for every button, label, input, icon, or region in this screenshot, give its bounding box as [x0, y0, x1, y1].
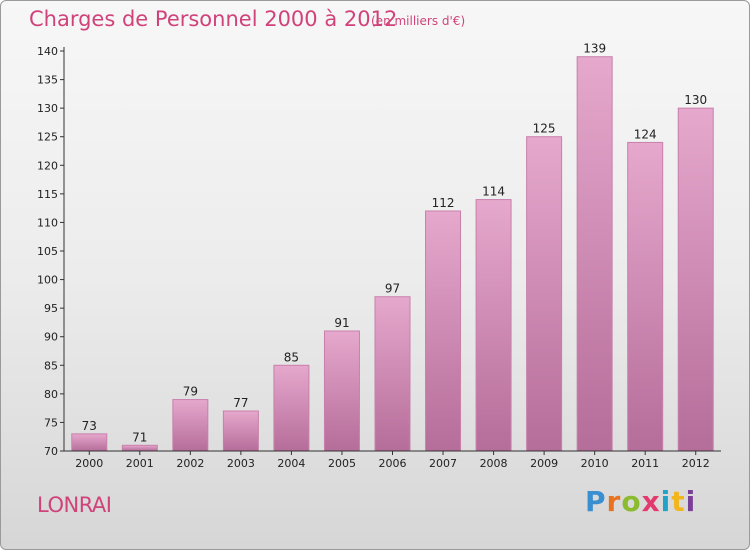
bar-2006	[374, 296, 411, 452]
bar-2009	[526, 136, 563, 452]
logo-letter: r	[606, 485, 622, 518]
y-tick-label-120: 120	[37, 159, 58, 172]
x-tick-label-2004: 2004	[277, 457, 305, 470]
x-tick-label-2001: 2001	[126, 457, 154, 470]
data-label-2008: 114	[482, 185, 505, 199]
x-tick-label-2012: 2012	[682, 457, 710, 470]
x-tick-label-2006: 2006	[379, 457, 407, 470]
data-label-2001: 71	[132, 430, 147, 444]
x-tick-label-2011: 2011	[631, 457, 659, 470]
bar-2004	[273, 364, 310, 452]
data-label-2011: 124	[634, 127, 657, 141]
logo-letter: P	[585, 485, 607, 518]
x-tick-label-2002: 2002	[176, 457, 204, 470]
chart-subtitle: (en milliers d'€)	[371, 14, 466, 28]
y-tick-label-105: 105	[37, 245, 58, 258]
logo-letter: x	[641, 485, 661, 518]
logo-letter: t	[671, 485, 686, 518]
y-tick-label-95: 95	[44, 302, 58, 315]
bar-2007	[425, 210, 462, 452]
bar-2011	[627, 141, 664, 452]
data-label-2004: 85	[284, 350, 299, 364]
x-tick-label-2000: 2000	[75, 457, 103, 470]
bar-2003	[222, 410, 259, 452]
y-tick-label-70: 70	[44, 445, 58, 458]
y-tick-label-100: 100	[37, 274, 58, 287]
bar-2001	[121, 444, 158, 452]
commune-name: LONRAI	[37, 493, 112, 517]
data-label-2000: 73	[82, 419, 97, 433]
x-tick-label-2007: 2007	[429, 457, 457, 470]
bar-2000	[71, 433, 108, 452]
bar-2008	[475, 199, 512, 452]
x-tick-label-2003: 2003	[227, 457, 255, 470]
x-tick-label-2010: 2010	[581, 457, 609, 470]
proxiti-logo: Proxiti	[585, 485, 696, 518]
bar-2012	[677, 107, 714, 452]
x-tick-label-2008: 2008	[480, 457, 508, 470]
data-label-2007: 112	[432, 196, 455, 210]
data-label-2009: 125	[533, 122, 556, 136]
x-tick-label-2005: 2005	[328, 457, 356, 470]
bar-2010	[576, 56, 613, 452]
data-label-2005: 91	[334, 316, 349, 330]
data-label-2012: 130	[684, 93, 707, 107]
logo-letter: i	[660, 485, 672, 518]
data-label-2002: 79	[183, 385, 198, 399]
data-label-2006: 97	[385, 282, 400, 296]
data-label-2010: 139	[583, 42, 606, 56]
y-tick-label-115: 115	[37, 188, 58, 201]
bar-2002	[172, 399, 209, 452]
y-tick-label-140: 140	[37, 45, 58, 58]
x-tick-label-2009: 2009	[530, 457, 558, 470]
y-tick-label-130: 130	[37, 102, 58, 115]
y-tick-label-125: 125	[37, 131, 58, 144]
bar-2005	[323, 330, 360, 452]
logo-letter: o	[621, 485, 642, 518]
data-label-2003: 77	[233, 396, 248, 410]
y-tick-label-110: 110	[37, 216, 58, 229]
chart-title: Charges de Personnel 2000 à 2012	[29, 7, 398, 31]
y-tick-label-85: 85	[44, 359, 58, 372]
y-tick-label-135: 135	[37, 74, 58, 87]
logo-letter: i	[685, 485, 697, 518]
y-tick-label-90: 90	[44, 331, 58, 344]
y-tick-label-80: 80	[44, 388, 58, 401]
y-tick-label-75: 75	[44, 416, 58, 429]
